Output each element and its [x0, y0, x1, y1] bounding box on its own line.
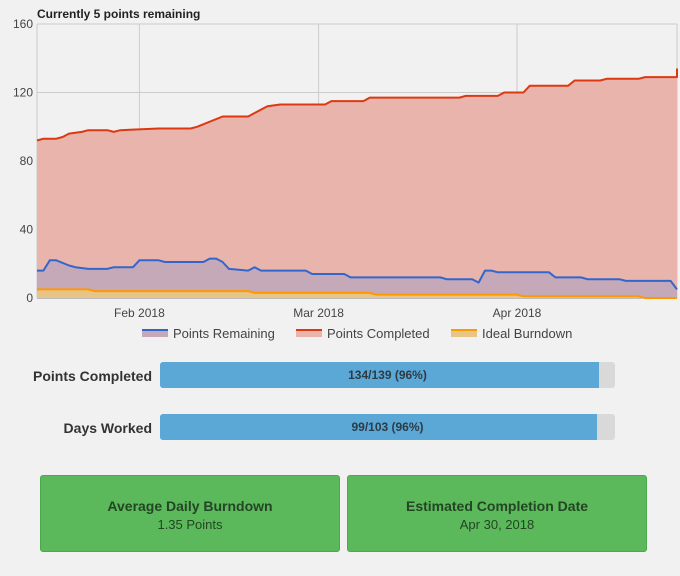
legend-swatch	[451, 330, 477, 337]
points-completed-area	[37, 68, 677, 298]
points-completed-value: 134/139 (96%)	[348, 368, 427, 382]
x-tick-label: Mar 2018	[293, 306, 344, 320]
days-worked-label: Days Worked	[63, 420, 152, 436]
points-completed-row: Points Completed 134/139 (96%)	[0, 362, 680, 390]
x-tick-label: Feb 2018	[114, 306, 165, 320]
chart-legend[interactable]: Points Remaining Points Completed Ideal Bu…	[142, 326, 572, 341]
y-tick-label: 80	[20, 154, 34, 168]
chart-title: Currently 5 points remaining	[37, 7, 200, 21]
points-remaining-line	[37, 257, 678, 291]
estimated-completion-value: Apr 30, 2018	[459, 517, 535, 532]
y-tick-label: 120	[13, 86, 33, 100]
days-worked-progress: 99/103 (96%)	[160, 414, 615, 440]
legend-swatch	[142, 330, 168, 337]
days-worked-value: 99/103 (96%)	[351, 420, 424, 434]
estimated-completion-title: Estimated Completion Date	[405, 498, 589, 514]
points-completed-label: Points Completed	[32, 368, 152, 384]
y-tick-label: 40	[20, 223, 34, 237]
legend-label: Points Remaining	[173, 326, 275, 341]
legend-label: Ideal Burndown	[482, 326, 572, 341]
average-daily-burndown-value: 1.35 Points	[157, 517, 223, 532]
y-tick-label: 0	[26, 291, 33, 305]
legend-item-points-remaining[interactable]: Points Remaining	[142, 326, 275, 341]
average-daily-burndown-title: Average Daily Burndown	[107, 498, 273, 514]
chart-lines	[36, 68, 678, 299]
average-daily-burndown-card: Average Daily Burndown 1.35 Points	[40, 475, 340, 552]
legend-item-ideal-burndown[interactable]: Ideal Burndown	[451, 326, 572, 341]
legend-swatch	[296, 330, 322, 337]
days-worked-row: Days Worked 99/103 (96%)	[0, 414, 680, 442]
points-completed-progress-fill	[160, 362, 599, 388]
y-tick-label: 160	[13, 17, 33, 31]
legend-item-points-completed[interactable]: Points Completed	[296, 326, 430, 341]
legend-label: Points Completed	[327, 326, 430, 341]
points-completed-progress: 134/139 (96%)	[160, 362, 615, 388]
chart-axes: 0 40 80 120 160 Feb 2018 Mar 2018 Apr 2018	[13, 17, 542, 320]
burndown-chart: Currently 5 points remaining 0 40 80 120 160…	[13, 7, 678, 341]
x-tick-label: Apr 2018	[493, 306, 542, 320]
points-completed-line	[36, 68, 678, 142]
days-worked-progress-fill	[160, 414, 598, 440]
estimated-completion-card: Estimated Completion Date Apr 30, 2018	[347, 475, 647, 552]
ideal-burndown-line	[37, 288, 677, 299]
